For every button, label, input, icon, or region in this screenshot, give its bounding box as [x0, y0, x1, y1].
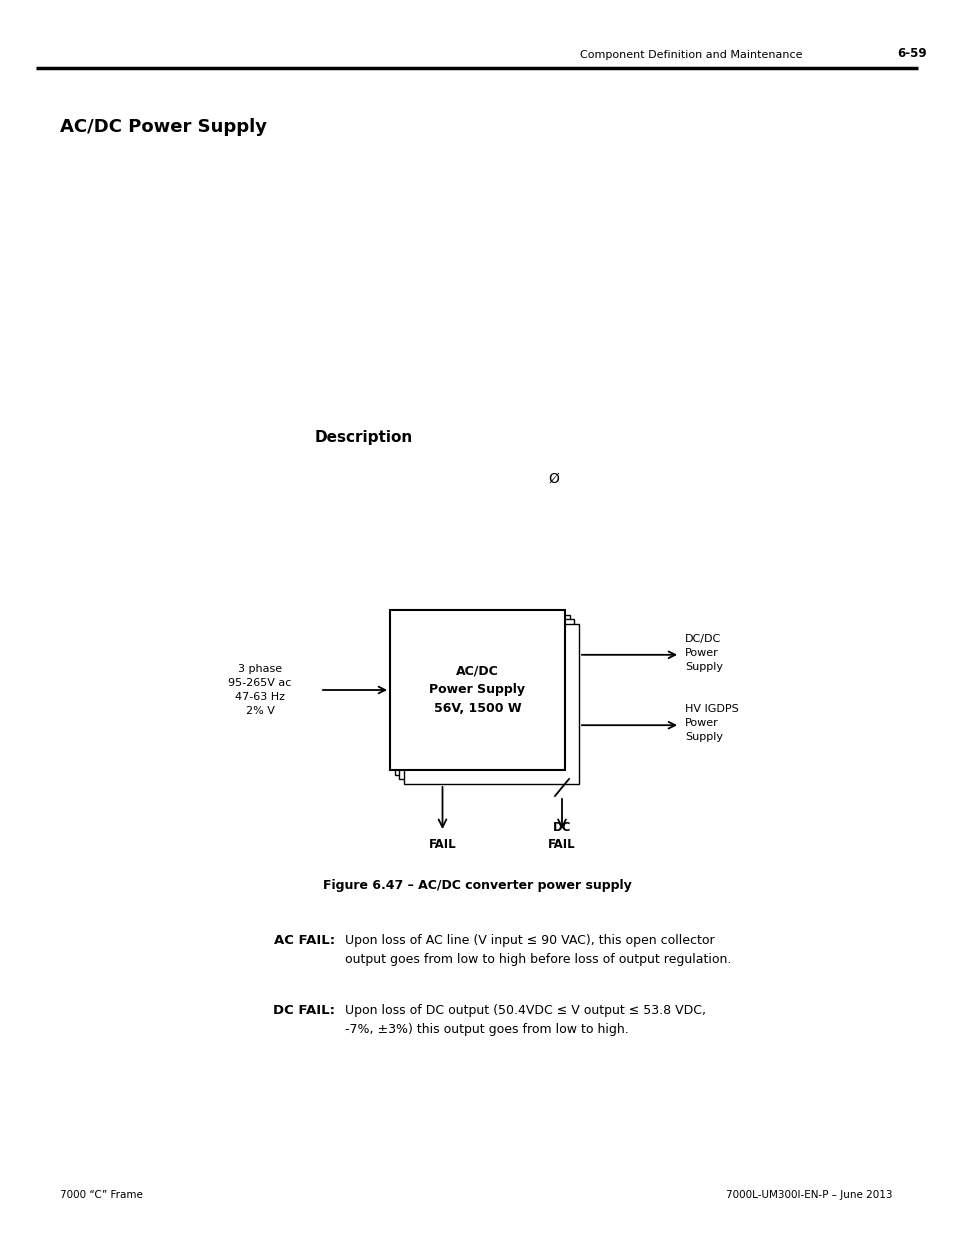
Text: Upon loss of AC line (V input ≤ 90 VAC), this open collector
output goes from lo: Upon loss of AC line (V input ≤ 90 VAC),… [345, 934, 731, 966]
Text: 6-59: 6-59 [896, 47, 925, 61]
Bar [398, 619, 574, 779]
Text: 3 phase
95-265V ac
47-63 Hz
2% V: 3 phase 95-265V ac 47-63 Hz 2% V [228, 664, 292, 716]
Bar [390, 610, 564, 769]
Text: DC/DC
Power
Supply: DC/DC Power Supply [684, 634, 722, 672]
Bar [395, 615, 569, 776]
Text: DC: DC [552, 821, 571, 834]
Text: Component Definition and Maintenance: Component Definition and Maintenance [579, 49, 801, 61]
Text: HV IGDPS
Power
Supply: HV IGDPS Power Supply [684, 704, 738, 742]
Text: AC FAIL:: AC FAIL: [274, 934, 335, 947]
Text: AC/DC
Power Supply
56V, 1500 W: AC/DC Power Supply 56V, 1500 W [429, 664, 525, 715]
Bar [403, 624, 578, 784]
Text: 7000 “C” Frame: 7000 “C” Frame [60, 1191, 143, 1200]
Text: FAIL: FAIL [428, 839, 456, 851]
Text: Ø: Ø [548, 472, 558, 487]
Text: FAIL: FAIL [548, 839, 576, 851]
Text: Upon loss of DC output (50.4VDC ≤ V output ≤ 53.8 VDC,
-7%, ±3%) this output goe: Upon loss of DC output (50.4VDC ≤ V outp… [345, 1004, 705, 1035]
Text: DC FAIL:: DC FAIL: [273, 1004, 335, 1016]
Text: AC/DC Power Supply: AC/DC Power Supply [60, 119, 267, 136]
Text: 7000L-UM300I-EN-P – June 2013: 7000L-UM300I-EN-P – June 2013 [726, 1191, 892, 1200]
Text: Figure 6.47 – AC/DC converter power supply: Figure 6.47 – AC/DC converter power supp… [322, 879, 631, 892]
Text: Description: Description [314, 430, 413, 445]
